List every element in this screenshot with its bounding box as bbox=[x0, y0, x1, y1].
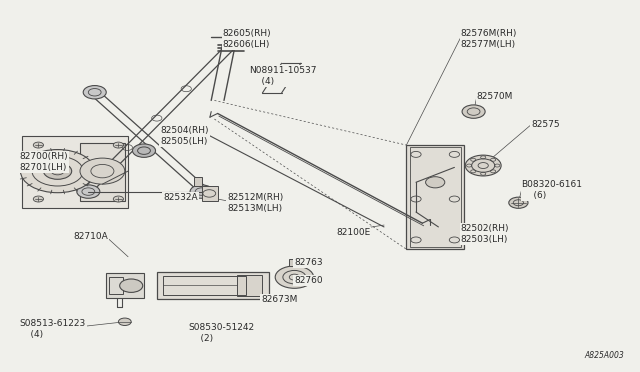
Text: 82504(RH)
82505(LH): 82504(RH) 82505(LH) bbox=[160, 126, 209, 146]
Bar bbox=[163, 276, 246, 295]
Text: N08911-10537
    (4): N08911-10537 (4) bbox=[250, 66, 317, 86]
Text: 82700(RH)
82701(LH): 82700(RH) 82701(LH) bbox=[19, 152, 68, 172]
Text: 82100E: 82100E bbox=[336, 228, 371, 237]
Bar bbox=[406, 145, 464, 249]
Bar bbox=[157, 272, 269, 299]
Bar bbox=[80, 143, 125, 201]
Bar bbox=[194, 177, 202, 186]
Text: S08530-51242
    (2): S08530-51242 (2) bbox=[189, 323, 255, 343]
Circle shape bbox=[132, 144, 156, 157]
Text: 82673M: 82673M bbox=[261, 295, 298, 304]
Bar bbox=[202, 186, 218, 201]
Text: 82576M(RH)
82577M(LH): 82576M(RH) 82577M(LH) bbox=[461, 29, 517, 49]
Bar bbox=[109, 277, 123, 294]
Text: A825A003: A825A003 bbox=[584, 351, 624, 360]
Text: 82512M(RH)
82513M(LH): 82512M(RH) 82513M(LH) bbox=[227, 193, 284, 213]
Circle shape bbox=[33, 196, 44, 202]
Circle shape bbox=[77, 185, 100, 198]
Text: 82763: 82763 bbox=[294, 258, 323, 267]
Circle shape bbox=[33, 142, 44, 148]
Text: 82532A: 82532A bbox=[163, 193, 198, 202]
Text: 82760: 82760 bbox=[294, 276, 323, 285]
Bar bbox=[106, 273, 144, 298]
Bar bbox=[22, 136, 128, 208]
Circle shape bbox=[20, 150, 95, 193]
Bar bbox=[289, 259, 300, 266]
Circle shape bbox=[190, 185, 213, 198]
Text: S08513-61223
    (4): S08513-61223 (4) bbox=[19, 319, 86, 339]
Circle shape bbox=[426, 177, 445, 188]
Circle shape bbox=[113, 142, 124, 148]
Text: B08320-6161
    (6): B08320-6161 (6) bbox=[522, 180, 582, 200]
Circle shape bbox=[275, 266, 314, 288]
Text: 82605(RH)
82606(LH): 82605(RH) 82606(LH) bbox=[223, 29, 271, 49]
Circle shape bbox=[113, 196, 124, 202]
Circle shape bbox=[83, 86, 106, 99]
Circle shape bbox=[120, 279, 143, 292]
Circle shape bbox=[509, 197, 528, 208]
Text: 82710A: 82710A bbox=[74, 232, 108, 241]
Bar bbox=[410, 147, 461, 247]
Circle shape bbox=[118, 318, 131, 326]
Circle shape bbox=[462, 105, 485, 118]
Text: 82502(RH)
82503(LH): 82502(RH) 82503(LH) bbox=[461, 224, 509, 244]
Circle shape bbox=[465, 155, 501, 176]
Circle shape bbox=[80, 158, 125, 184]
Circle shape bbox=[266, 71, 291, 86]
Circle shape bbox=[44, 163, 72, 179]
Circle shape bbox=[214, 324, 227, 331]
Bar bbox=[237, 275, 262, 296]
Text: 82575: 82575 bbox=[531, 120, 560, 129]
Text: 82570M: 82570M bbox=[477, 92, 513, 101]
